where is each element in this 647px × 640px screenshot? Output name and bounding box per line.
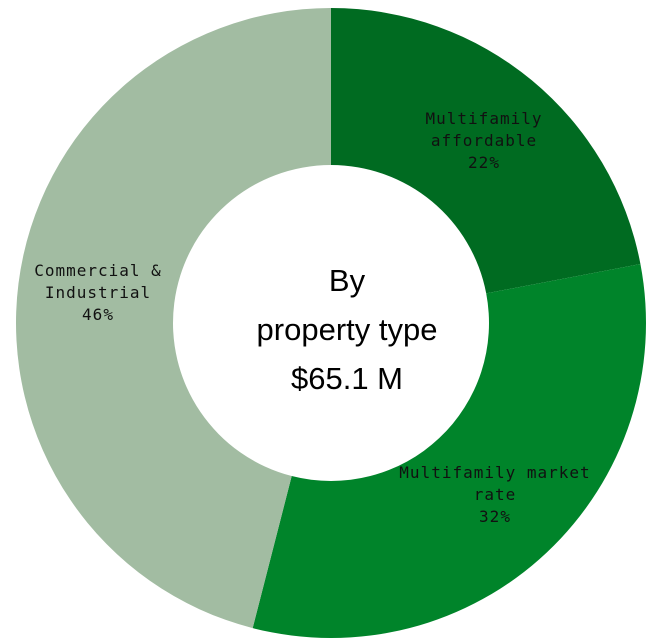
slice-category-label: affordable [431, 131, 537, 150]
slice-category-label: Industrial [45, 283, 151, 302]
slice-percent-label: 46% [82, 305, 114, 324]
slice-category-label: Multifamily market [399, 463, 590, 482]
slice-labels: Multifamily affordable 22% Multifamily mark… [34, 109, 590, 526]
center-line-2: property type [257, 312, 438, 347]
slice-percent-label: 32% [479, 507, 511, 526]
center-line-1: By [329, 263, 366, 298]
center-line-3: $65.1 M [291, 361, 403, 396]
slice-category-label: Commercial & [34, 261, 162, 280]
donut-slice [331, 8, 641, 294]
slice-percent-label: 22% [468, 153, 500, 172]
center-label: By property type $65.1 M [257, 263, 438, 396]
donut-slice [252, 263, 646, 638]
slice-category-label: Multifamily [426, 109, 543, 128]
donut-slices [15, 8, 646, 638]
donut-slice [15, 8, 331, 629]
slice-category-label: rate [474, 485, 517, 504]
